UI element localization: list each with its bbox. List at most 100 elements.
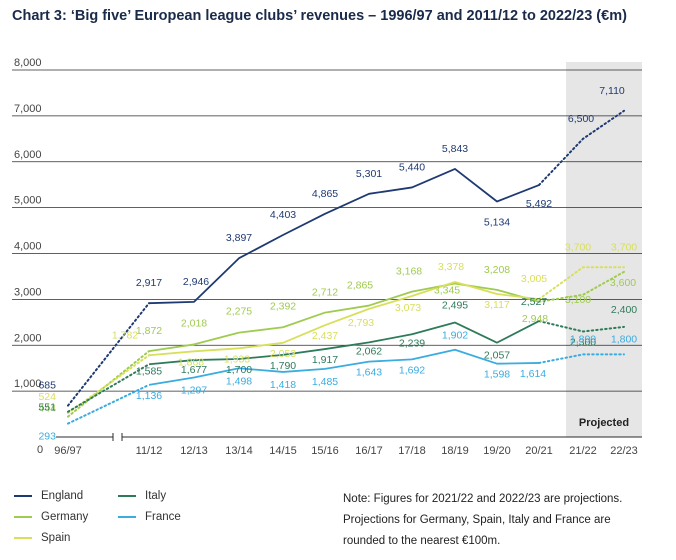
data-label-england: 2,946	[183, 276, 209, 288]
data-label-england: 2,917	[136, 277, 162, 289]
series-germany-projection-line	[538, 270, 625, 303]
data-label-england: 4,865	[312, 188, 338, 200]
series-italy-gap-line	[67, 363, 150, 413]
data-label-germany: 3,168	[396, 266, 422, 278]
series-germany-gap-line	[67, 350, 150, 418]
data-label-france: 1,598	[484, 369, 510, 381]
series-france-line	[148, 348, 540, 386]
y-tick-label: 5,000	[14, 195, 42, 207]
data-label-spain: 3,700	[611, 241, 637, 253]
legend-item-england: England	[14, 490, 83, 502]
x-tick-label: 16/17	[355, 445, 383, 457]
legend-swatch-germany	[14, 516, 32, 518]
chart-title: Chart 3: ‘Big five’ European league club…	[12, 8, 627, 24]
legend-item-germany: Germany	[14, 511, 88, 523]
y-tick-label: 4,000	[14, 241, 42, 253]
data-label-italy: 2,239	[399, 337, 425, 349]
data-label-france: 293	[38, 431, 56, 443]
data-label-england: 5,492	[526, 198, 552, 210]
data-label-germany: 3,345	[434, 285, 460, 297]
data-label-germany: 444	[38, 403, 56, 415]
y-tick-label: 7,000	[14, 103, 42, 115]
x-tick-label: 14/15	[269, 445, 297, 457]
data-label-italy: 2,495	[442, 300, 468, 312]
data-label-italy: 1,917	[312, 354, 338, 366]
data-label-spain: 3,700	[565, 241, 591, 253]
note-line-1: Note: Figures for 2021/22 and 2022/23 ar…	[343, 493, 623, 505]
data-label-england: 6,500	[568, 113, 594, 125]
legend-swatch-italy	[118, 495, 136, 497]
data-label-spain: 3,378	[438, 261, 464, 273]
legend-swatch-france	[118, 516, 136, 518]
legend-label-england: England	[41, 490, 84, 502]
series-spain-projection-line	[538, 266, 625, 301]
legend-item-italy: Italy	[118, 490, 166, 502]
data-label-italy: 2,400	[611, 304, 637, 316]
x-tick-label: 20/21	[525, 445, 553, 457]
data-label-germany: 2,275	[226, 306, 252, 318]
projected-label: Projected	[579, 417, 629, 429]
x-tick-label: 18/19	[441, 445, 469, 457]
data-label-italy: 1,700	[226, 364, 252, 376]
data-label-france: 1,800	[570, 333, 596, 345]
note-line-2: Projections for Germany, Spain, Italy an…	[343, 514, 611, 526]
x-tick-label: 96/97	[54, 445, 82, 457]
data-label-england: 3,897	[226, 232, 252, 244]
series-italy-line	[148, 320, 540, 366]
legend-label-france: France	[145, 511, 181, 523]
x-tick-label: 12/13	[180, 445, 208, 457]
data-label-spain: 2,437	[312, 330, 338, 342]
legend-swatch-england	[14, 495, 32, 497]
data-label-italy: 2,062	[356, 345, 382, 357]
x-tick-label: 13/14	[225, 445, 253, 457]
data-label-france: 1,136	[136, 390, 162, 402]
series-spain-line	[148, 281, 540, 357]
y-tick-label: 1,000	[14, 378, 42, 390]
data-label-france: 1,418	[270, 379, 296, 391]
data-label-italy: 1,677	[181, 364, 207, 376]
data-label-italy: 1,585	[136, 365, 162, 377]
data-label-germany: 3,208	[484, 264, 510, 276]
series-spain-gap-line	[67, 354, 150, 414]
y-tick-label: 6,000	[14, 149, 42, 161]
data-label-spain: 1,868	[178, 356, 204, 368]
data-label-england: 7,110	[599, 85, 625, 97]
data-label-france: 1,614	[520, 368, 546, 380]
data-label-spain: 1,933	[224, 353, 250, 365]
data-label-germany: 3,100	[565, 294, 591, 306]
note-line-3: rounded to the nearest €100m.	[343, 535, 501, 547]
data-label-england: 5,843	[442, 143, 468, 155]
data-label-france: 1,297	[181, 385, 207, 397]
data-label-germany: 3,600	[610, 277, 636, 289]
series-france-projection-line	[538, 353, 625, 364]
data-label-england: 5,301	[356, 168, 382, 180]
series-england-projection-line	[538, 109, 625, 187]
data-label-france: 1,902	[442, 330, 468, 342]
data-label-france: 1,692	[399, 364, 425, 376]
series-england-line	[148, 168, 540, 305]
legend-label-italy: Italy	[145, 490, 167, 502]
data-label-germany: 2,018	[181, 317, 207, 329]
data-label-italy: 2,527	[521, 296, 547, 308]
data-label-france: 1,485	[312, 376, 338, 388]
data-label-spain: 524	[38, 391, 56, 403]
chart-plot: 0 1,000 2,000 3,000 4,000 5,000 6,000 7,000 8,00…	[12, 57, 642, 457]
x-tick-label: 11/12	[136, 445, 163, 457]
data-label-italy: 2,300	[570, 336, 596, 348]
x-tick-label: 19/20	[483, 445, 511, 457]
data-label-france: 1,498	[226, 375, 252, 387]
legend-swatch-spain	[14, 537, 32, 539]
y-tick-label: 2,000	[14, 332, 42, 344]
data-label-germany: 2,948	[522, 313, 548, 325]
data-label-england: 685	[38, 380, 56, 392]
series-england-gap-line	[67, 302, 150, 407]
legend-label-spain: Spain	[41, 532, 71, 544]
data-label-france: 1,643	[356, 367, 382, 379]
series-germany-line	[148, 282, 540, 353]
x-tick-label: 22/23	[610, 445, 638, 457]
data-label-spain: 2,053	[270, 348, 296, 360]
data-label-spain: 3,005	[521, 273, 547, 285]
data-label-spain: 3,073	[395, 302, 421, 314]
data-label-france: 1,800	[611, 333, 637, 345]
legend-label-germany: Germany	[41, 511, 89, 523]
